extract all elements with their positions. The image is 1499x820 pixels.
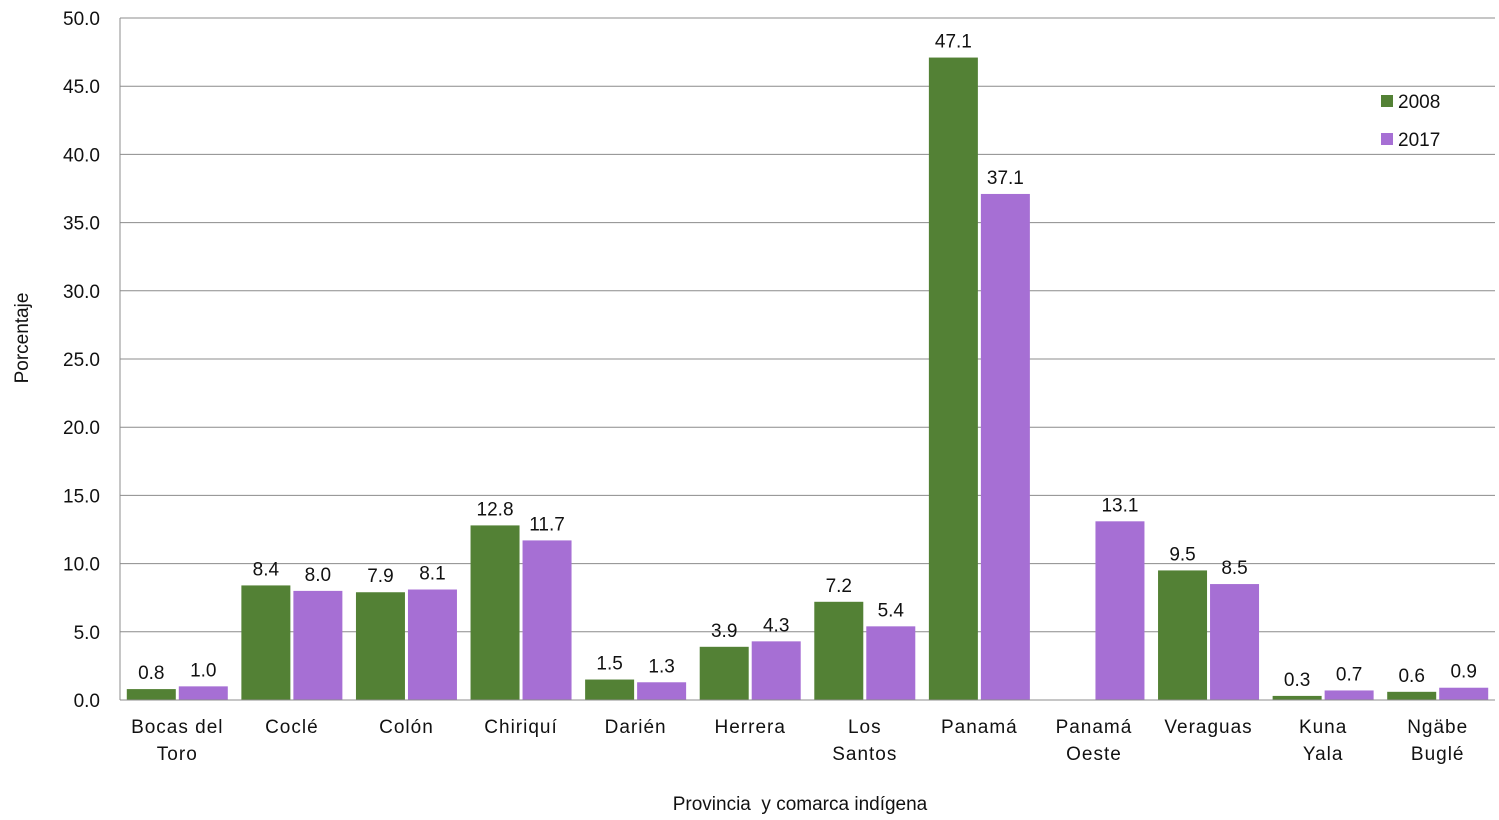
legend: 2008 2017 (1381, 92, 1440, 151)
bar-2008 (126, 689, 176, 700)
y-tick-label: 25.0 (63, 350, 100, 371)
bar-2017 (1439, 687, 1489, 700)
data-label: 37.1 (987, 168, 1024, 189)
data-label: 8.5 (1221, 558, 1247, 579)
data-label: 11.7 (529, 514, 565, 535)
data-label: 1.0 (190, 660, 216, 681)
x-tick-label: Yala (1303, 744, 1344, 765)
x-tick-label: Panamá (1056, 717, 1133, 738)
bar-2017 (637, 682, 687, 700)
data-label: 7.9 (367, 566, 393, 587)
x-tick-label: Toro (157, 744, 198, 765)
y-tick-label: 10.0 (63, 555, 100, 576)
legend-label: 2008 (1398, 92, 1440, 113)
bar-2008 (585, 679, 635, 700)
data-label: 13.1 (1101, 495, 1138, 516)
bar-2008 (241, 585, 291, 700)
data-label: 7.2 (826, 576, 852, 597)
x-axis-categories: Bocas del Toro Coclé Colón Chiriquí Darién Her… (131, 717, 1468, 765)
data-label: 47.1 (935, 32, 972, 53)
bar-2008 (355, 592, 405, 700)
legend-swatch-2017 (1381, 133, 1393, 145)
data-label: 0.8 (138, 663, 164, 684)
x-tick-label: Bocas del (131, 717, 223, 738)
data-label: 1.3 (648, 656, 674, 677)
y-tick-label: 20.0 (63, 418, 100, 439)
bar-2017 (980, 193, 1030, 700)
bar-2008 (1272, 695, 1322, 700)
x-tick-label: Oeste (1066, 744, 1122, 765)
data-label: 1.5 (596, 654, 622, 675)
data-labels: 0.8 8.4 7.9 12.8 1.5 3.9 7.2 47.1 9.5 0.3 0.6 1.0 8.… (138, 32, 1477, 691)
bar-2008 (1387, 691, 1437, 700)
y-tick-label: 45.0 (63, 77, 100, 98)
data-label: 9.5 (1169, 544, 1195, 565)
x-tick-label: Kuna (1299, 717, 1347, 738)
x-tick-label: Chiriquí (484, 717, 557, 738)
data-label: 5.4 (878, 600, 905, 621)
y-tick-label: 50.0 (63, 9, 100, 30)
y-axis-ticks: 0.0 5.0 10.0 15.0 20.0 25.0 30.0 35.0 40.0 45.0 50… (63, 9, 100, 712)
data-label: 8.1 (419, 564, 445, 585)
data-label: 4.3 (763, 615, 789, 636)
x-axis-title: Provincia y comarca indígena (673, 794, 928, 815)
x-tick-label: Darién (605, 717, 667, 738)
y-tick-label: 30.0 (63, 282, 100, 303)
bar-2017 (1095, 521, 1145, 700)
data-label: 12.8 (477, 499, 514, 520)
bar-2008 (928, 57, 978, 700)
bar-2008 (1158, 570, 1208, 700)
y-tick-label: 5.0 (74, 623, 100, 644)
x-tick-label: Veraguas (1164, 717, 1252, 738)
bar-2008 (814, 601, 864, 700)
data-label: 0.9 (1450, 662, 1476, 683)
y-tick-label: 15.0 (63, 486, 100, 507)
y-tick-label: 0.0 (74, 691, 100, 712)
data-label: 3.9 (711, 621, 737, 642)
grid-lines (120, 17, 1495, 633)
x-tick-label: Panamá (941, 717, 1018, 738)
bar-2008 (470, 525, 520, 700)
x-tick-label: Buglé (1411, 744, 1465, 765)
data-label: 8.0 (305, 565, 331, 586)
bar-2017 (407, 589, 457, 700)
data-label: 8.4 (253, 559, 280, 580)
x-tick-label: Ngäbe (1407, 717, 1468, 738)
x-tick-label: Herrera (715, 717, 786, 738)
bar-2017 (1324, 690, 1374, 700)
data-label: 0.7 (1336, 664, 1362, 685)
bar-2008 (699, 646, 749, 700)
y-tick-label: 35.0 (63, 214, 100, 235)
bar-2017 (866, 626, 916, 700)
x-tick-label: Colón (379, 717, 434, 738)
x-tick-label: Santos (832, 744, 897, 765)
bar-2017 (178, 686, 228, 700)
bar-2017 (293, 590, 343, 700)
y-axis-title: Porcentaje (12, 293, 33, 384)
data-label: 0.3 (1284, 670, 1310, 691)
legend-swatch-2008 (1381, 95, 1393, 107)
legend-label: 2017 (1398, 130, 1440, 151)
data-label: 0.6 (1398, 666, 1424, 687)
y-tick-label: 40.0 (63, 145, 100, 166)
x-tick-label: Coclé (265, 717, 319, 738)
bar-2017 (522, 540, 572, 700)
x-tick-label: Los (848, 717, 882, 738)
bar-2017 (751, 641, 801, 700)
bars (126, 57, 1489, 700)
bar-2017 (1210, 584, 1260, 700)
